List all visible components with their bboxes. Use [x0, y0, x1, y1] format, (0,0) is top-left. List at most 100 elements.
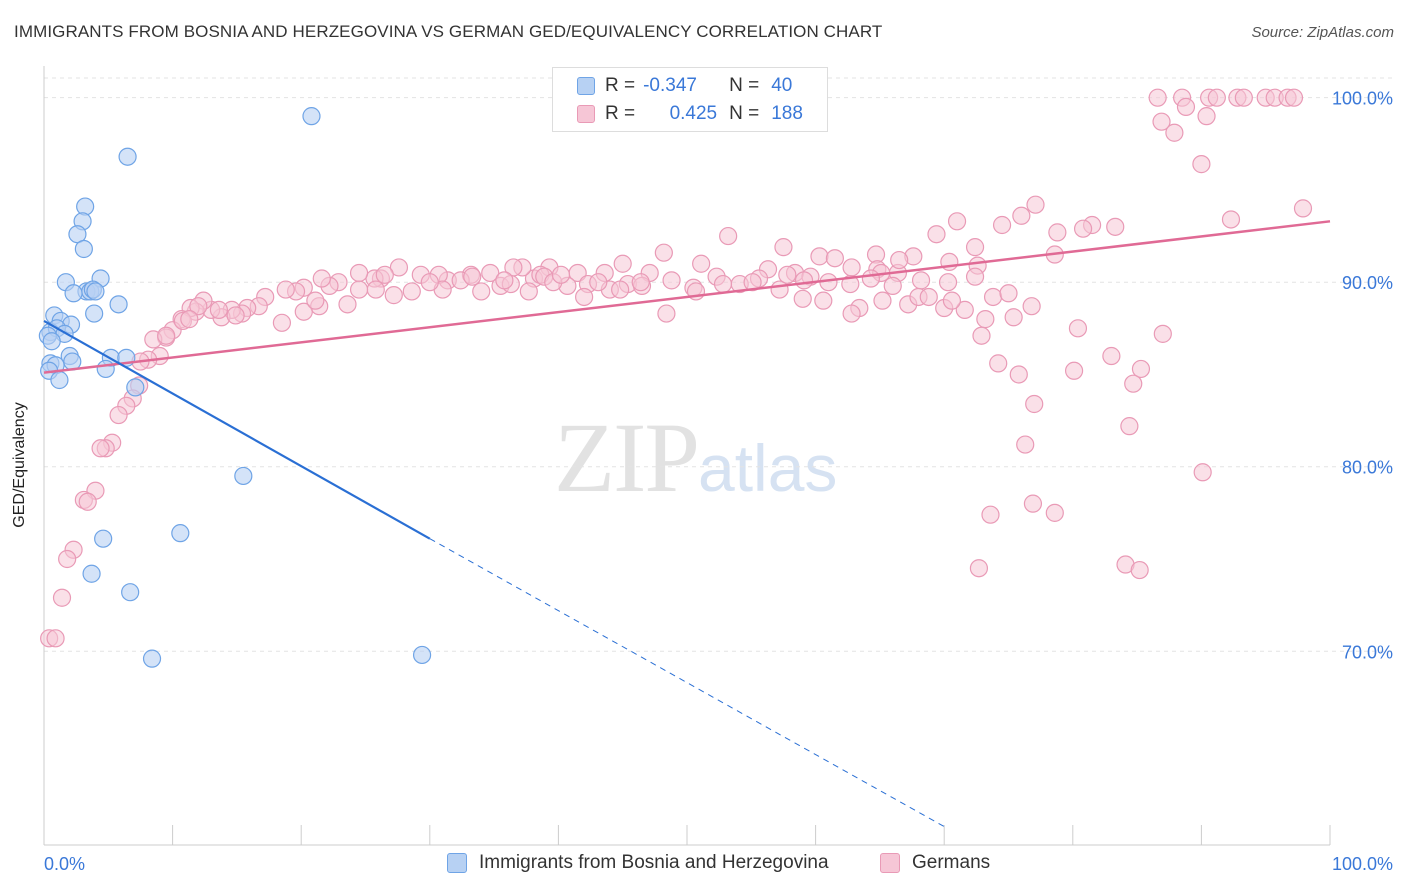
bosnia-point — [171, 524, 190, 543]
germans-point — [366, 280, 385, 299]
germans-point — [1176, 97, 1196, 117]
germans-point — [743, 273, 762, 292]
germans-point — [719, 226, 738, 246]
watermark-zip: ZIP — [554, 402, 700, 513]
germans-point — [157, 326, 176, 345]
germans-point — [814, 291, 833, 310]
germans-point — [519, 282, 538, 301]
bosnia-point — [42, 332, 61, 351]
series-legend: Immigrants from Bosnia and Herzegovina G… — [0, 852, 1406, 878]
germans-point — [294, 302, 313, 321]
germans-point — [657, 304, 676, 323]
germans-point — [91, 439, 110, 458]
germans-point — [654, 243, 673, 262]
y-tick-label: 80.0% — [1342, 458, 1393, 478]
germans-point — [384, 286, 403, 305]
germans-point — [306, 291, 325, 310]
legend-r-label: R = — [605, 103, 636, 124]
germans-point — [861, 269, 880, 288]
germans-point — [420, 273, 439, 292]
germans-point — [58, 549, 77, 569]
germans-point — [109, 405, 128, 425]
germans-point — [1192, 155, 1211, 174]
germans-point — [1106, 217, 1125, 236]
x-tick-label: 100.0% — [1332, 854, 1393, 874]
germans-point — [919, 287, 938, 307]
y-tick-label: 100.0% — [1332, 89, 1393, 109]
germans-point — [1284, 88, 1304, 107]
germans-point — [1120, 417, 1139, 436]
germans-point — [825, 249, 844, 268]
germans-point — [969, 559, 989, 578]
bosnia-point — [302, 107, 321, 126]
legend-n-label: N = — [729, 75, 760, 96]
legend-n-value: 40 — [771, 75, 793, 96]
germans-point — [793, 289, 812, 308]
germans-point — [1023, 494, 1043, 513]
germans-point — [911, 271, 931, 290]
germans-point — [180, 310, 199, 329]
germans-point — [842, 304, 861, 323]
legend-r-value: 0.425 — [669, 103, 718, 124]
bosnia-point — [96, 359, 115, 379]
germans-point — [463, 267, 482, 286]
bosnia-point — [109, 295, 128, 314]
germans-point — [575, 287, 594, 307]
germans-point — [1293, 199, 1313, 218]
germans-point — [349, 263, 369, 283]
legend-r-label: R = — [605, 75, 636, 96]
germans-point — [976, 310, 995, 329]
y-tick-label: 70.0% — [1342, 642, 1393, 662]
bosnia-point — [85, 304, 104, 323]
germans-point — [942, 291, 962, 310]
germans-point — [947, 212, 967, 231]
germans-point — [1221, 210, 1241, 229]
bosnia-trend-line — [43, 319, 431, 540]
germans-point — [1148, 88, 1167, 107]
germans-point — [1234, 88, 1253, 107]
series-legend-germans: Germans — [880, 852, 990, 874]
legend-n-value: 188 — [771, 103, 803, 124]
germans-point — [1207, 88, 1226, 107]
bosnia-point — [126, 378, 145, 397]
chart-title: IMMIGRANTS FROM BOSNIA AND HERZEGOVINA V… — [14, 22, 883, 41]
series-label-germans: Germans — [912, 852, 991, 873]
germans-point — [692, 254, 711, 273]
germans-point — [1197, 107, 1216, 126]
germans-point — [999, 284, 1018, 303]
bosnia-point — [64, 284, 83, 303]
germans-point — [965, 267, 985, 286]
germans-point — [1009, 365, 1028, 384]
germans-point — [1130, 560, 1149, 580]
germans-point — [873, 291, 892, 310]
germans-point — [983, 287, 1003, 307]
germans-point — [46, 629, 65, 648]
germans-point — [883, 276, 902, 295]
series-label-bosnia: Immigrants from Bosnia and Herzegovina — [479, 852, 829, 873]
source-label: Source: ZipAtlas.com — [1251, 24, 1394, 41]
germans-point — [1045, 503, 1064, 522]
germans-point — [78, 492, 97, 511]
germans-point — [1026, 195, 1045, 214]
germans-point — [842, 258, 861, 277]
germans-point — [1004, 308, 1023, 327]
germans-point — [389, 258, 409, 277]
bosnia-point — [118, 147, 137, 166]
germans-point — [1064, 361, 1084, 380]
germans-point — [1131, 359, 1151, 379]
germans-point — [209, 300, 228, 319]
germans-point — [841, 274, 860, 294]
germans-point — [890, 250, 909, 270]
germans-point — [226, 306, 245, 325]
bosnia-trend-extension — [429, 538, 945, 827]
series-swatch-bosnia — [447, 853, 467, 873]
bosnia-point — [82, 564, 101, 583]
germans-point — [402, 282, 421, 301]
germans-point — [613, 254, 632, 273]
legend-row-germans: R = 0.425 N = 188 — [577, 102, 803, 126]
germans-point — [631, 273, 650, 292]
germans-point — [1068, 319, 1088, 338]
germans-point — [338, 295, 357, 314]
watermark: ZIPatlas — [554, 400, 837, 515]
